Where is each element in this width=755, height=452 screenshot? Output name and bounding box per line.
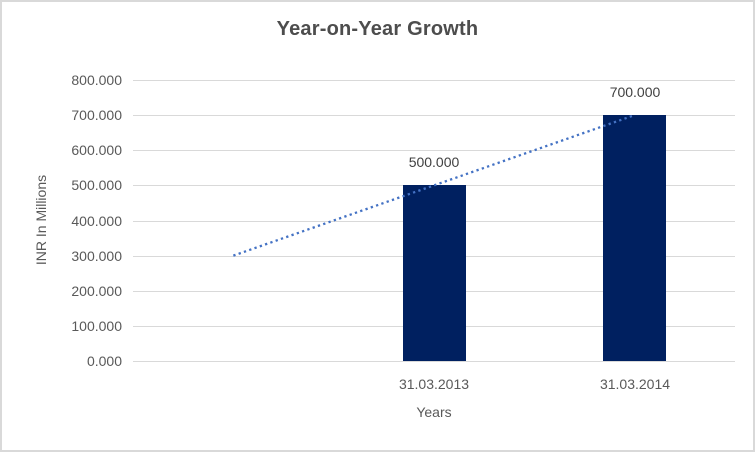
bar bbox=[403, 185, 466, 361]
y-tick-label: 400.000 bbox=[71, 213, 122, 229]
x-axis-title: Years bbox=[416, 404, 452, 420]
x-axis-line bbox=[133, 361, 735, 362]
y-tick-label: 800.000 bbox=[71, 72, 122, 88]
y-tick-label: 300.000 bbox=[71, 248, 122, 264]
bar bbox=[603, 115, 666, 361]
bar-data-label: 500.000 bbox=[408, 154, 460, 170]
y-tick-label: 500.000 bbox=[71, 177, 122, 193]
bar-data-label: 700.000 bbox=[609, 84, 661, 100]
x-tick-label: 31.03.2014 bbox=[599, 376, 671, 392]
y-tick-label: 200.000 bbox=[71, 283, 122, 299]
y-tick-label: 0.000 bbox=[86, 353, 122, 369]
chart-title: Year-on-Year Growth bbox=[276, 18, 479, 40]
y-tick-label: 600.000 bbox=[71, 142, 122, 158]
x-tick-label: 31.03.2013 bbox=[398, 376, 470, 392]
y-tick-label: 100.000 bbox=[71, 318, 122, 334]
gridline bbox=[133, 80, 735, 81]
y-tick-label: 700.000 bbox=[71, 107, 122, 123]
